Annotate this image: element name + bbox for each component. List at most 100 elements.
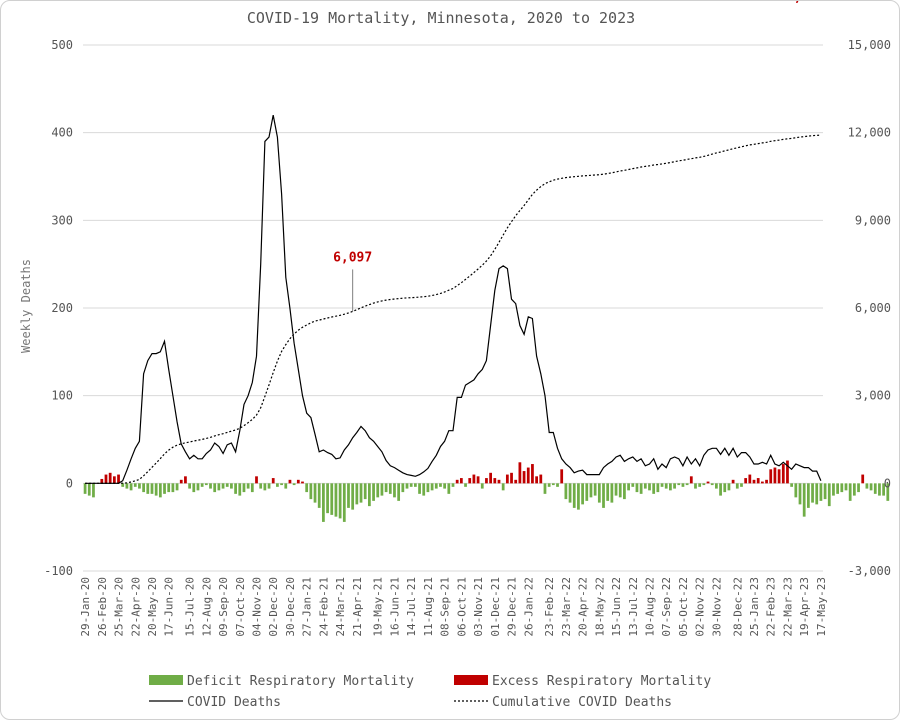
deficit-bar: [836, 483, 840, 494]
deficit-bar: [623, 483, 626, 500]
deficit-bar: [347, 483, 350, 508]
deficit-bar: [175, 483, 179, 491]
deficit-bar: [610, 483, 614, 503]
excess-bar: [756, 478, 760, 484]
x-tick-label: 13-Jul-22: [627, 577, 640, 637]
legend-swatch-deficit: [149, 675, 183, 685]
deficit-bar: [393, 483, 396, 498]
deficit-bar: [292, 483, 296, 486]
deficit-bar: [317, 483, 321, 508]
legend-swatch-excess: [454, 675, 488, 685]
deficit-bar: [815, 483, 819, 505]
deficit-bar: [167, 483, 171, 493]
y-tick-label: 500: [51, 38, 73, 52]
deficit-bar: [556, 483, 559, 487]
deficit-bar: [388, 483, 392, 494]
deficit-bar: [501, 483, 505, 491]
deficit-bar: [865, 483, 869, 489]
deficit-bar: [422, 483, 426, 496]
excess-bar: [760, 481, 764, 484]
deficit-bar: [409, 483, 413, 487]
x-tick-label: 15-Jul-20: [184, 577, 197, 637]
deficit-bar: [230, 483, 233, 489]
excess-bar: [744, 478, 748, 484]
x-tick-label: 27-Jan-21: [301, 577, 314, 637]
deficit-bar: [150, 483, 154, 494]
excess-bar: [526, 467, 530, 484]
x-tick-label: 17-May-23: [815, 577, 828, 637]
deficit-bar: [434, 483, 438, 489]
deficit-bar: [246, 483, 250, 489]
x-tick-label: 26-Jan-22: [522, 577, 535, 637]
excess-bar: [861, 474, 865, 484]
excess-bar: [514, 479, 518, 484]
excess-bar: [179, 479, 183, 484]
deficit-bar: [368, 483, 371, 507]
legend: Deficit Respiratory Mortality Excess Res…: [149, 674, 711, 710]
excess-bar: [472, 474, 476, 484]
excess-bar: [100, 478, 104, 484]
deficit-bar: [380, 483, 384, 496]
left-axis-ticks: 500 400 300 200 100 0 -100: [44, 38, 73, 578]
deficit-bar: [376, 483, 380, 498]
deficit-bar: [852, 483, 856, 496]
deficit-bar: [351, 483, 355, 510]
deficit-bar: [430, 483, 434, 491]
deficit-bar: [242, 483, 246, 493]
excess-bar: [489, 472, 493, 484]
excess-bar: [184, 476, 187, 484]
deficit-bar: [359, 483, 363, 503]
deficit-bar: [267, 483, 271, 489]
excess-bar: [539, 474, 543, 484]
deficit-bar: [200, 483, 204, 487]
deficit-bar: [694, 483, 697, 489]
deficit-bar: [401, 483, 405, 493]
annotations: 6,097 12,139: [333, 1, 825, 312]
x-tick-label: 08-Sep-21: [439, 577, 452, 637]
deficit-bar: [213, 483, 217, 493]
deficit-bar: [464, 483, 467, 487]
y-tick-label: 300: [51, 213, 73, 227]
deficit-bar: [83, 483, 87, 494]
chart-title: COVID-19 Mortality, Minnesota, 2020 to 2…: [247, 9, 635, 27]
excess-bar: [769, 469, 773, 484]
excess-bar: [748, 474, 752, 484]
deficit-bar: [413, 483, 417, 487]
y2-tick-label: 6,000: [855, 301, 891, 315]
x-tick-label: 23-Mar-22: [560, 577, 573, 637]
deficit-bar: [225, 483, 229, 487]
deficit-bar: [790, 483, 794, 487]
deficit-bar: [334, 483, 338, 517]
deficit-bar: [719, 483, 722, 496]
deficit-bar: [397, 483, 401, 501]
x-tick-label: 18-May-22: [593, 577, 606, 637]
excess-bar: [493, 478, 497, 484]
annotation-label: 12,139: [778, 1, 825, 5]
deficit-bar: [146, 483, 150, 494]
x-tick-label: 30-Dec-20: [284, 577, 297, 637]
deficit-bar: [447, 483, 451, 494]
cumulative-deaths-line: [85, 134, 821, 484]
y-axis-label: Weekly Deaths: [19, 259, 33, 353]
x-tick-label: 15-Jun-22: [610, 577, 623, 637]
deficit-bar: [878, 483, 881, 496]
excess-bar: [752, 479, 756, 484]
deficit-bar: [129, 483, 133, 491]
deficit-bar: [451, 483, 455, 487]
excess-bar: [560, 469, 564, 484]
deficit-bar: [794, 483, 798, 498]
excess-bar: [108, 472, 112, 484]
deficit-bar: [426, 483, 430, 493]
legend-label-excess: Excess Respiratory Mortality: [492, 674, 711, 689]
x-tick-label: 20-May-20: [146, 577, 159, 637]
x-tick-label: 04-Nov-20: [251, 577, 264, 637]
deficit-bar: [806, 483, 810, 508]
deficit-bar: [811, 483, 814, 503]
x-tick-label: 20-Apr-22: [577, 577, 590, 637]
excess-bar: [112, 476, 116, 484]
x-tick-label: 02-Dec-20: [267, 577, 280, 637]
deficit-bar: [802, 483, 806, 517]
excess-bar: [296, 479, 300, 484]
y2-tick-label: 3,000: [855, 389, 891, 403]
deficit-bar: [280, 483, 283, 486]
